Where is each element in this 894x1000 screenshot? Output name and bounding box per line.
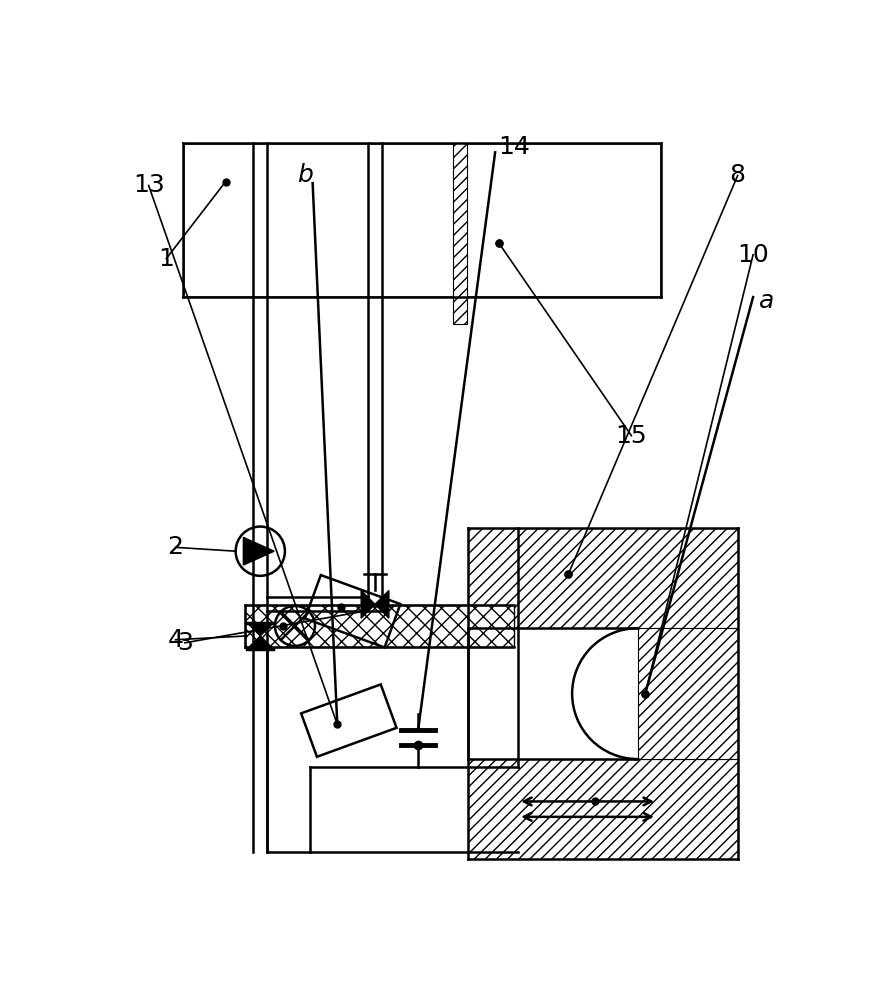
Polygon shape [243,537,274,565]
Text: 13: 13 [133,173,164,197]
Polygon shape [248,636,274,649]
Bar [184,144,660,296]
Text: 3: 3 [177,631,193,655]
Text: 8: 8 [730,163,746,187]
Bar [452,143,467,324]
Text: 4: 4 [167,628,183,652]
Text: 2: 2 [167,535,183,559]
Polygon shape [248,623,274,636]
Bar [468,528,738,628]
Polygon shape [375,590,389,618]
Bar [637,628,738,759]
Polygon shape [361,590,375,618]
Text: b: b [297,163,313,187]
Text: a: a [759,289,774,313]
Bar [468,759,738,859]
Text: 15: 15 [616,424,647,448]
Text: 14: 14 [499,135,530,159]
Bar [245,605,514,647]
Text: 10: 10 [738,243,769,267]
Text: 1: 1 [158,247,174,271]
